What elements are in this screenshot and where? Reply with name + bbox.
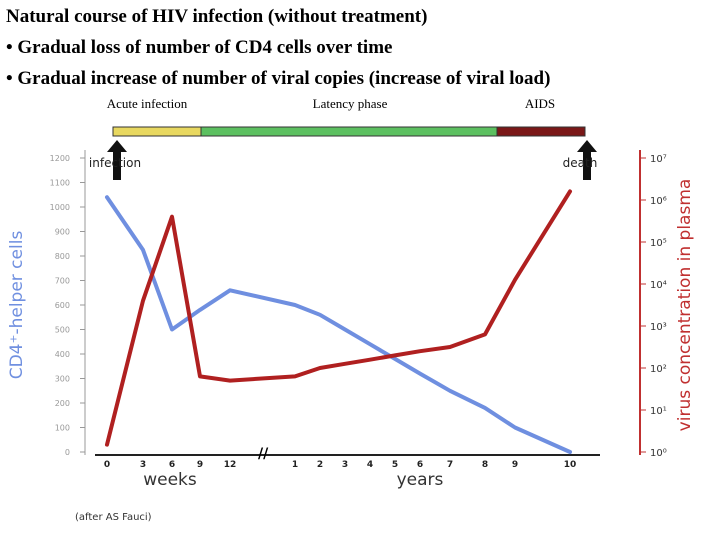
y-tick-label: 1200 — [50, 154, 70, 163]
y-tick-label: 800 — [55, 252, 70, 261]
y-tick-label: 600 — [55, 301, 70, 310]
y2-tick-label: 10⁶ — [650, 196, 667, 207]
x-tick-label: 6 — [169, 460, 175, 470]
death-arrow — [577, 140, 597, 180]
y-tick-label: 900 — [55, 228, 70, 237]
y2-tick-label: 10¹ — [650, 406, 667, 417]
x-group-label: weeks — [143, 470, 197, 490]
x-tick-label: 9 — [512, 460, 518, 470]
y-tick-label: 200 — [55, 399, 70, 408]
x-tick-label: 8 — [482, 460, 488, 470]
x-tick-label: 6 — [417, 460, 423, 470]
annotation: death — [563, 156, 598, 170]
header-line: Natural course of HIV infection (without… — [6, 6, 428, 27]
y-tick-label: 700 — [55, 277, 70, 286]
y2-tick-label: 10² — [650, 364, 667, 375]
phase-label: Acute infection — [107, 96, 188, 111]
header-line: • Gradual increase of number of viral co… — [6, 68, 551, 89]
y-tick-label: 100 — [55, 424, 70, 433]
phase-label: AIDS — [525, 96, 555, 111]
infection-arrow — [107, 140, 127, 180]
x-tick-label: 5 — [392, 460, 398, 470]
phase-label: Latency phase — [313, 96, 388, 111]
y2-tick-label: 10⁵ — [650, 238, 667, 249]
axis-break: // — [258, 446, 269, 462]
series-line — [105, 195, 572, 454]
x-tick-label: 7 — [447, 460, 453, 470]
annotation: infection — [89, 156, 141, 170]
x-tick-label: 1 — [292, 460, 298, 470]
x-tick-label: 2 — [317, 460, 323, 470]
x-group-label: years — [397, 470, 444, 490]
x-tick-label: 3 — [140, 460, 146, 470]
x-tick-label: 3 — [342, 460, 348, 470]
y2-tick-label: 10⁴ — [650, 280, 667, 291]
source: (after AS Fauci) — [75, 512, 152, 523]
x-tick-label: 12 — [224, 460, 237, 470]
phase-bar — [496, 126, 586, 137]
phase-bar — [200, 126, 498, 137]
y-tick-label: 500 — [55, 326, 70, 335]
series-line — [105, 189, 572, 447]
x-tick-label: 0 — [104, 460, 110, 470]
x-tick-label: 4 — [367, 460, 373, 470]
x-tick-label: 9 — [197, 460, 203, 470]
y-tick-label: 1000 — [50, 203, 70, 212]
y2-tick-label: 10⁰ — [650, 448, 667, 459]
y-tick-label: 300 — [55, 375, 70, 384]
y2-tick-label: 10⁷ — [650, 154, 667, 165]
y2-axis-label: virus concentration in plasma — [675, 179, 695, 432]
y-tick-label: 0 — [65, 448, 70, 457]
header-line: • Gradual loss of number of CD4 cells ov… — [6, 37, 393, 58]
y2-tick-label: 10³ — [650, 322, 667, 333]
y-axis-label: CD4⁺-helper cells — [7, 231, 27, 380]
phase-bar — [112, 126, 202, 137]
x-tick-label: 10 — [564, 460, 577, 470]
y-tick-label: 400 — [55, 350, 70, 359]
y-tick-label: 1100 — [50, 179, 70, 188]
